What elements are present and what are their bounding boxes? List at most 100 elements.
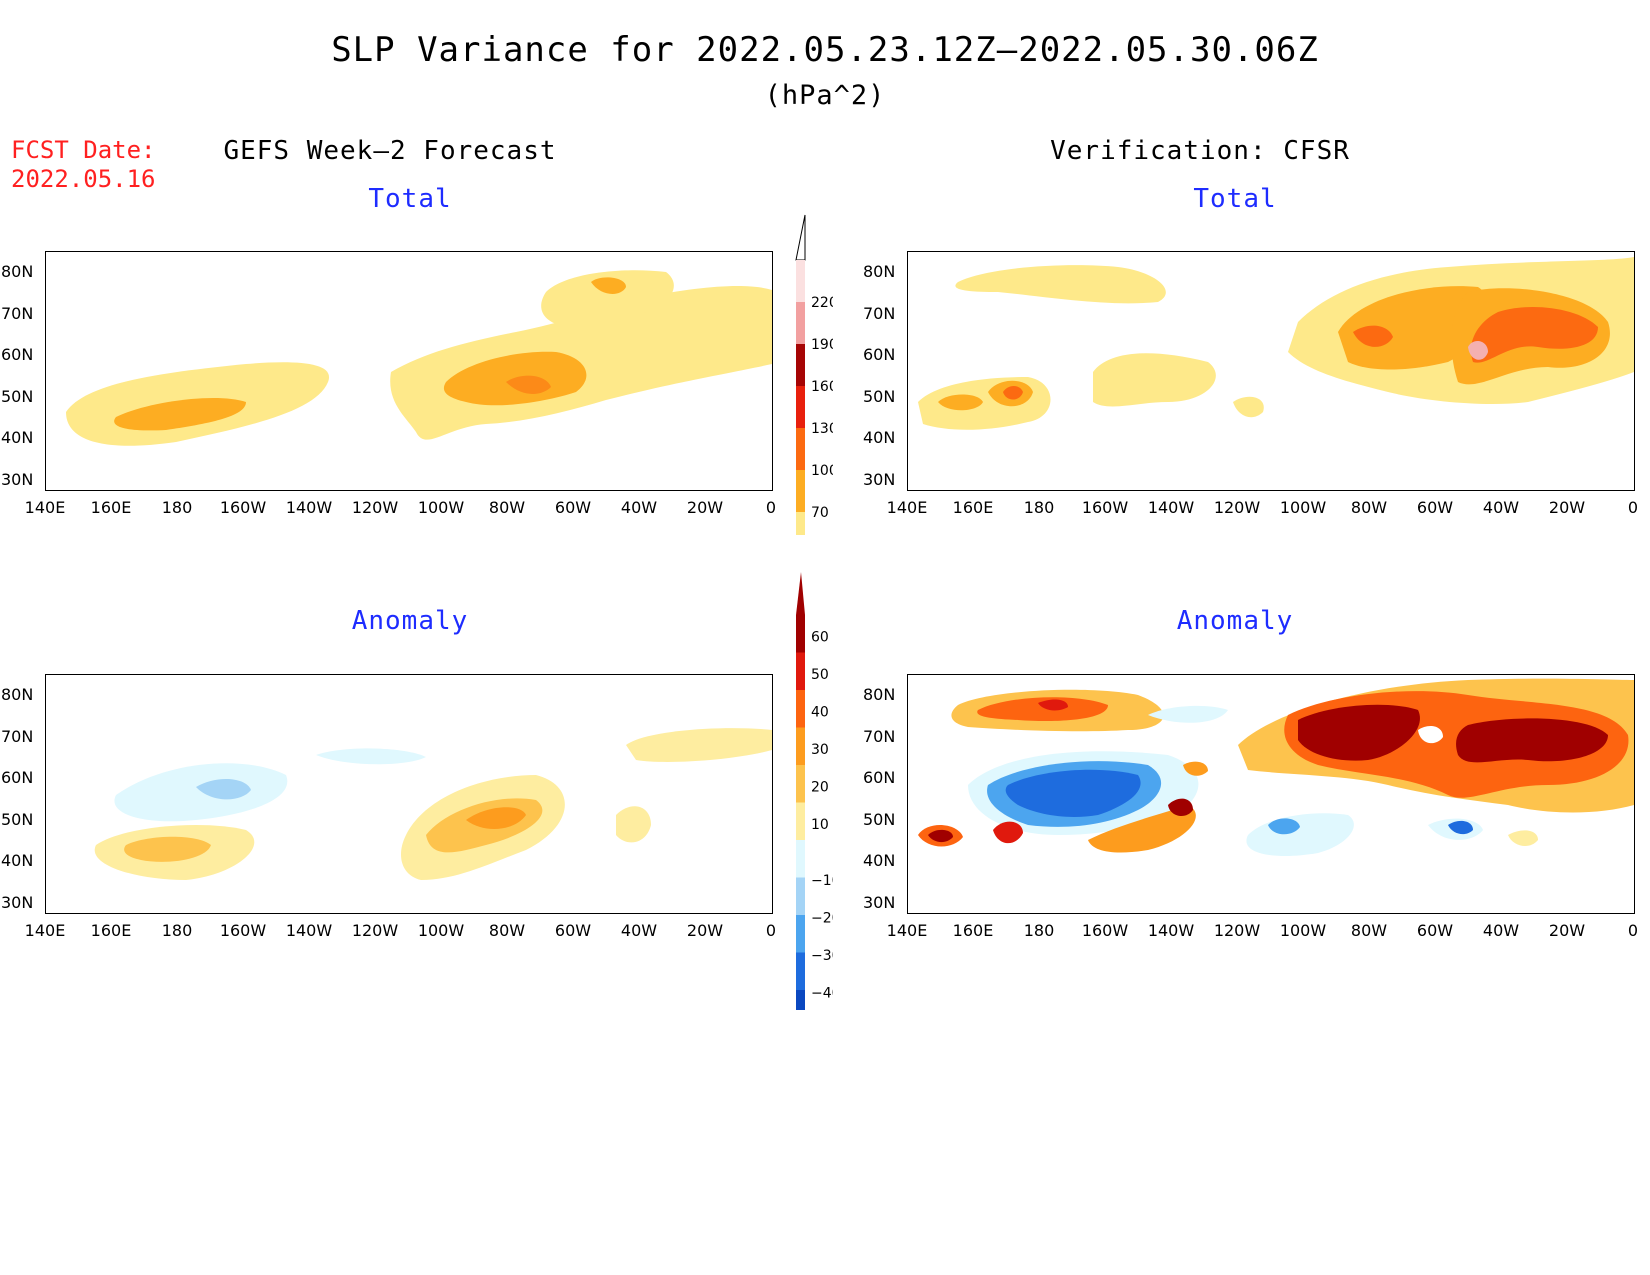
- forecast-total-lon-label: 60W: [554, 498, 592, 517]
- anomaly-colorbar-segment: [796, 915, 805, 953]
- forecast-total-map: [45, 251, 773, 491]
- forecast-total-subtitle: Total: [368, 184, 452, 214]
- verification-total-subtitle: Total: [1193, 184, 1277, 214]
- verification-total-lon-label: 180: [1023, 498, 1055, 517]
- verification-total-lon-label: 0: [1627, 498, 1639, 517]
- total-colorbar-segment: [796, 386, 805, 428]
- gefs-forecast-title: GEFS Week–2 Forecast: [223, 136, 557, 166]
- forecast-anomaly-lat-label: 60N: [1, 768, 34, 787]
- total-colorbar-top-arrow: [795, 214, 806, 261]
- verification-anomaly-lat-label: 70N: [863, 726, 896, 746]
- verification-anomaly-lon-label: 140E: [886, 921, 928, 940]
- forecast-anomaly-lat-label: 80N: [1, 685, 34, 704]
- forecast-anomaly-lat-label: 30N: [1, 892, 34, 912]
- anomaly-colorbar-label: −30: [811, 948, 833, 964]
- verification-total-lat-label: 80N: [863, 262, 896, 281]
- verification-total-lat-label: 30N: [863, 469, 896, 489]
- verification-total-lon-label: 120W: [1213, 498, 1261, 517]
- anomaly-colorbar-top-arrow: [796, 572, 805, 615]
- verification-anomaly-lon-label: 160E: [952, 921, 994, 940]
- anomaly-colorbar-segment: [796, 990, 805, 1010]
- verification-anomaly-lon-label: 0: [1627, 921, 1639, 940]
- anomaly-colorbar-label: −10: [811, 873, 833, 889]
- verification-total-map: [907, 251, 1635, 491]
- forecast-total-lat-label: 40N: [1, 428, 34, 447]
- forecast-anomaly-lon-label: 80W: [488, 921, 526, 940]
- anomaly-colorbar-segment: [796, 690, 805, 728]
- forecast-date-label: FCST Date: 2022.05.16: [11, 136, 156, 194]
- verification-anomaly-lon-label: 40W: [1482, 921, 1520, 940]
- verification-anomaly-lon-label: 20W: [1548, 921, 1586, 940]
- anomaly-colorbar-label: 60: [811, 629, 829, 645]
- forecast-date-caption: FCST Date:: [11, 136, 156, 164]
- verification-anomaly-lon-label: 120W: [1213, 921, 1261, 940]
- forecast-total-lon-label: 120W: [351, 498, 399, 517]
- anomaly-colorbar-segment: [796, 615, 805, 653]
- verification-anomaly-lat-label: 60N: [863, 768, 896, 787]
- verification-total-lat-label: 60N: [863, 345, 896, 364]
- total-colorbar-segment: [796, 428, 805, 470]
- forecast-anomaly-lon-label: 120W: [351, 921, 399, 940]
- verification-total-lon-label: 40W: [1482, 498, 1520, 517]
- anomaly-colorbar-segment: [796, 840, 805, 878]
- anomaly-colorbar-label: −20: [811, 911, 833, 927]
- verification-total-lon-label: 80W: [1350, 498, 1388, 517]
- verification-anomaly-lat-label: 50N: [863, 809, 896, 829]
- total-colorbar-label: 130: [811, 421, 833, 437]
- verification-total-lat-label: 70N: [863, 303, 896, 323]
- total-colorbar: 4070100130160190220: [793, 205, 833, 535]
- verification-total-lon-label: 140E: [886, 498, 928, 517]
- forecast-total-lon-label: 100W: [417, 498, 465, 517]
- anomaly-colorbar: 60 50 40 30 20 10 −10 −20 −30 −40: [793, 570, 833, 1010]
- anomaly-colorbar-segment: [796, 652, 805, 690]
- forecast-anomaly-lon-label: 100W: [417, 921, 465, 940]
- verification-anomaly-lon-label: 180: [1023, 921, 1055, 940]
- total-colorbar-segment: [796, 470, 805, 512]
- forecast-total-lon-label: 140W: [285, 498, 333, 517]
- total-colorbar-segment: [796, 344, 805, 386]
- forecast-total-lat-label: 80N: [1, 262, 34, 281]
- verification-anomaly-lon-label: 80W: [1350, 921, 1388, 940]
- forecast-total-lat-label: 70N: [1, 303, 34, 323]
- anomaly-colorbar-label: 10: [811, 817, 829, 833]
- anomaly-colorbar-segment: [796, 802, 805, 840]
- anomaly-colorbar-segment: [796, 765, 805, 803]
- units-label: (hPa^2): [764, 80, 886, 111]
- verification-anomaly-lat-label: 80N: [863, 685, 896, 704]
- forecast-anomaly-lon-label: 160W: [219, 921, 267, 940]
- anomaly-colorbar-label: −40: [811, 986, 833, 1002]
- forecast-anomaly-lon-label: 0: [765, 921, 777, 940]
- verification-total-lon-label: 140W: [1147, 498, 1195, 517]
- forecast-total-lon-label: 80W: [488, 498, 526, 517]
- total-colorbar-segment: [796, 302, 805, 344]
- forecast-anomaly-subtitle: Anomaly: [351, 606, 469, 636]
- verification-total-lon-label: 160W: [1081, 498, 1129, 517]
- verification-anomaly-lon-label: 140W: [1147, 921, 1195, 940]
- verification-anomaly-lon-label: 100W: [1279, 921, 1327, 940]
- total-colorbar-segment: [796, 512, 805, 535]
- main-title: SLP Variance for 2022.05.23.12Z–2022.05.…: [331, 30, 1319, 70]
- anomaly-colorbar-segment: [796, 877, 805, 915]
- forecast-anomaly-lat-label: 70N: [1, 726, 34, 746]
- forecast-total-lon-label: 140E: [24, 498, 66, 517]
- total-colorbar-label: 100: [811, 463, 833, 479]
- anomaly-colorbar-segment: [796, 727, 805, 765]
- forecast-anomaly-lon-label: 140E: [24, 921, 66, 940]
- forecast-total-lon-label: 20W: [686, 498, 724, 517]
- forecast-anomaly-lat-label: 40N: [1, 851, 34, 870]
- verification-anomaly-lon-label: 60W: [1416, 921, 1454, 940]
- forecast-total-lon-label: 0: [765, 498, 777, 517]
- verification-total-lon-label: 160E: [952, 498, 994, 517]
- anomaly-colorbar-label: 30: [811, 742, 829, 758]
- anomaly-colorbar-label: 40: [811, 704, 829, 720]
- forecast-anomaly-map: [45, 674, 773, 914]
- total-colorbar-label: 70: [811, 505, 829, 521]
- forecast-date-value: 2022.05.16: [11, 165, 156, 193]
- forecast-anomaly-lon-label: 60W: [554, 921, 592, 940]
- total-colorbar-label: 220: [811, 295, 833, 311]
- forecast-total-lat-label: 30N: [1, 469, 34, 489]
- forecast-anomaly-lon-label: 160E: [90, 921, 132, 940]
- verification-total-lon-label: 100W: [1279, 498, 1327, 517]
- forecast-total-lon-label: 160W: [219, 498, 267, 517]
- anomaly-colorbar-svg: 60 50 40 30 20 10 −10 −20 −30 −40: [796, 572, 833, 1010]
